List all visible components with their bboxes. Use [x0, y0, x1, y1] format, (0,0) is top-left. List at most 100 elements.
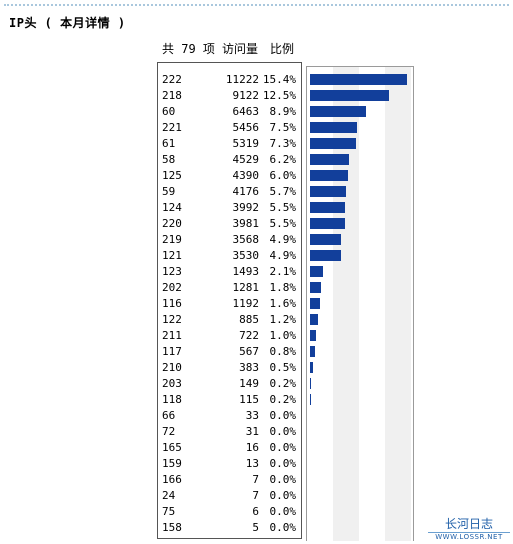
table-row: 202 1281 1.8%	[0, 280, 513, 296]
table-row: 58 4529 6.2%	[0, 152, 513, 168]
ratio-cell: 6.0%	[269, 169, 297, 182]
ip-prefix-cell: 165	[162, 441, 182, 454]
visits-cell: 115	[239, 393, 259, 406]
ratio-cell: 5.5%	[269, 217, 297, 230]
table-row: 125 4390 6.0%	[0, 168, 513, 184]
visits-cell: 31	[245, 425, 259, 438]
ip-prefix-cell: 203	[162, 377, 182, 390]
visits-cell: 13	[245, 457, 259, 470]
ratio-bar	[310, 186, 346, 197]
ratio-cell: 7.3%	[269, 137, 297, 150]
ip-prefix-cell: 61	[162, 137, 176, 150]
ratio-cell: 1.2%	[269, 313, 297, 326]
visits-cell: 16	[245, 441, 259, 454]
ratio-cell: 1.0%	[269, 329, 297, 342]
table-row: 159 13 0.0%	[0, 456, 513, 472]
ratio-cell: 5.7%	[269, 185, 297, 198]
visits-cell: 4176	[232, 185, 260, 198]
visits-cell: 5456	[232, 121, 260, 134]
table-row: 72 31 0.0%	[0, 424, 513, 440]
ratio-cell: 7.5%	[269, 121, 297, 134]
ratio-cell: 0.0%	[269, 521, 297, 534]
ratio-bar	[310, 74, 407, 85]
visits-cell: 11222	[225, 73, 259, 86]
ratio-cell: 0.8%	[269, 345, 297, 358]
ip-prefix-cell: 118	[162, 393, 182, 406]
table-row: 218 9122 12.5%	[0, 88, 513, 104]
visits-cell: 1281	[232, 281, 260, 294]
ip-prefix-cell: 125	[162, 169, 182, 182]
visits-cell: 5319	[232, 137, 260, 150]
visits-cell: 9122	[232, 89, 260, 102]
column-header-count: 共 79 项	[162, 42, 215, 56]
ratio-cell: 1.8%	[269, 281, 297, 294]
ip-prefix-cell: 222	[162, 73, 182, 86]
table-row: 59 4176 5.7%	[0, 184, 513, 200]
ratio-bar	[310, 202, 345, 213]
visits-cell: 3992	[232, 201, 260, 214]
visits-cell: 383	[239, 361, 259, 374]
ratio-bar	[310, 90, 389, 101]
visits-cell: 885	[239, 313, 259, 326]
ip-prefix-cell: 211	[162, 329, 182, 342]
ratio-bar	[310, 298, 320, 309]
ip-prefix-cell: 221	[162, 121, 182, 134]
table-row: 61 5319 7.3%	[0, 136, 513, 152]
table-right-border	[301, 62, 302, 539]
ip-prefix-cell: 117	[162, 345, 182, 358]
logo-url: WWW.LOSSR.NET	[428, 532, 510, 541]
visits-cell: 722	[239, 329, 259, 342]
site-logo: 长河日志 WWW.LOSSR.NET	[428, 517, 510, 541]
table-row: 117 567 0.8%	[0, 344, 513, 360]
ratio-bar	[310, 362, 313, 373]
ip-prefix-cell: 72	[162, 425, 176, 438]
visits-cell: 1192	[232, 297, 260, 310]
visits-cell: 7	[252, 473, 259, 486]
ratio-cell: 0.0%	[269, 505, 297, 518]
ip-prefix-cell: 58	[162, 153, 176, 166]
table-row: 165 16 0.0%	[0, 440, 513, 456]
ratio-cell: 15.4%	[262, 73, 296, 86]
table-row: 121 3530 4.9%	[0, 248, 513, 264]
visits-cell: 149	[239, 377, 259, 390]
visits-cell: 4390	[232, 169, 260, 182]
ratio-bar	[310, 234, 341, 245]
ip-prefix-cell: 116	[162, 297, 182, 310]
logo-name: 长河日志	[444, 517, 493, 531]
visits-cell: 6	[252, 505, 259, 518]
visits-cell: 3981	[232, 217, 260, 230]
visits-cell: 567	[239, 345, 259, 358]
ratio-bar	[310, 394, 311, 405]
ip-prefix-cell: 210	[162, 361, 182, 374]
visits-cell: 5	[252, 521, 259, 534]
table-row: 158 5 0.0%	[0, 520, 513, 536]
table-row: 122 885 1.2%	[0, 312, 513, 328]
visits-cell: 1493	[232, 265, 260, 278]
ratio-cell: 0.0%	[269, 457, 297, 470]
ratio-cell: 12.5%	[262, 89, 296, 102]
table-row: 220 3981 5.5%	[0, 216, 513, 232]
table-row: 221 5456 7.5%	[0, 120, 513, 136]
ip-prefix-cell: 124	[162, 201, 182, 214]
ratio-cell: 0.5%	[269, 361, 297, 374]
chart-grid-band	[385, 67, 411, 541]
ratio-cell: 5.5%	[269, 201, 297, 214]
top-dotted-divider	[4, 4, 509, 6]
ratio-bar	[310, 378, 311, 389]
ratio-bar	[310, 250, 341, 261]
ratio-cell: 0.2%	[269, 393, 297, 406]
table-row: 24 7 0.0%	[0, 488, 513, 504]
ip-prefix-cell: 122	[162, 313, 182, 326]
ratio-bar	[310, 170, 348, 181]
ratio-cell: 1.6%	[269, 297, 297, 310]
ratio-cell: 4.9%	[269, 233, 297, 246]
table-row: 123 1493 2.1%	[0, 264, 513, 280]
ip-prefix-cell: 121	[162, 249, 182, 262]
table-row: 219 3568 4.9%	[0, 232, 513, 248]
column-header-ratio: 比例	[270, 42, 295, 56]
table-row: 166 7 0.0%	[0, 472, 513, 488]
table-row: 66 33 0.0%	[0, 408, 513, 424]
visits-cell: 3568	[232, 233, 260, 246]
ip-prefix-cell: 158	[162, 521, 182, 534]
ip-prefix-cell: 24	[162, 489, 176, 502]
